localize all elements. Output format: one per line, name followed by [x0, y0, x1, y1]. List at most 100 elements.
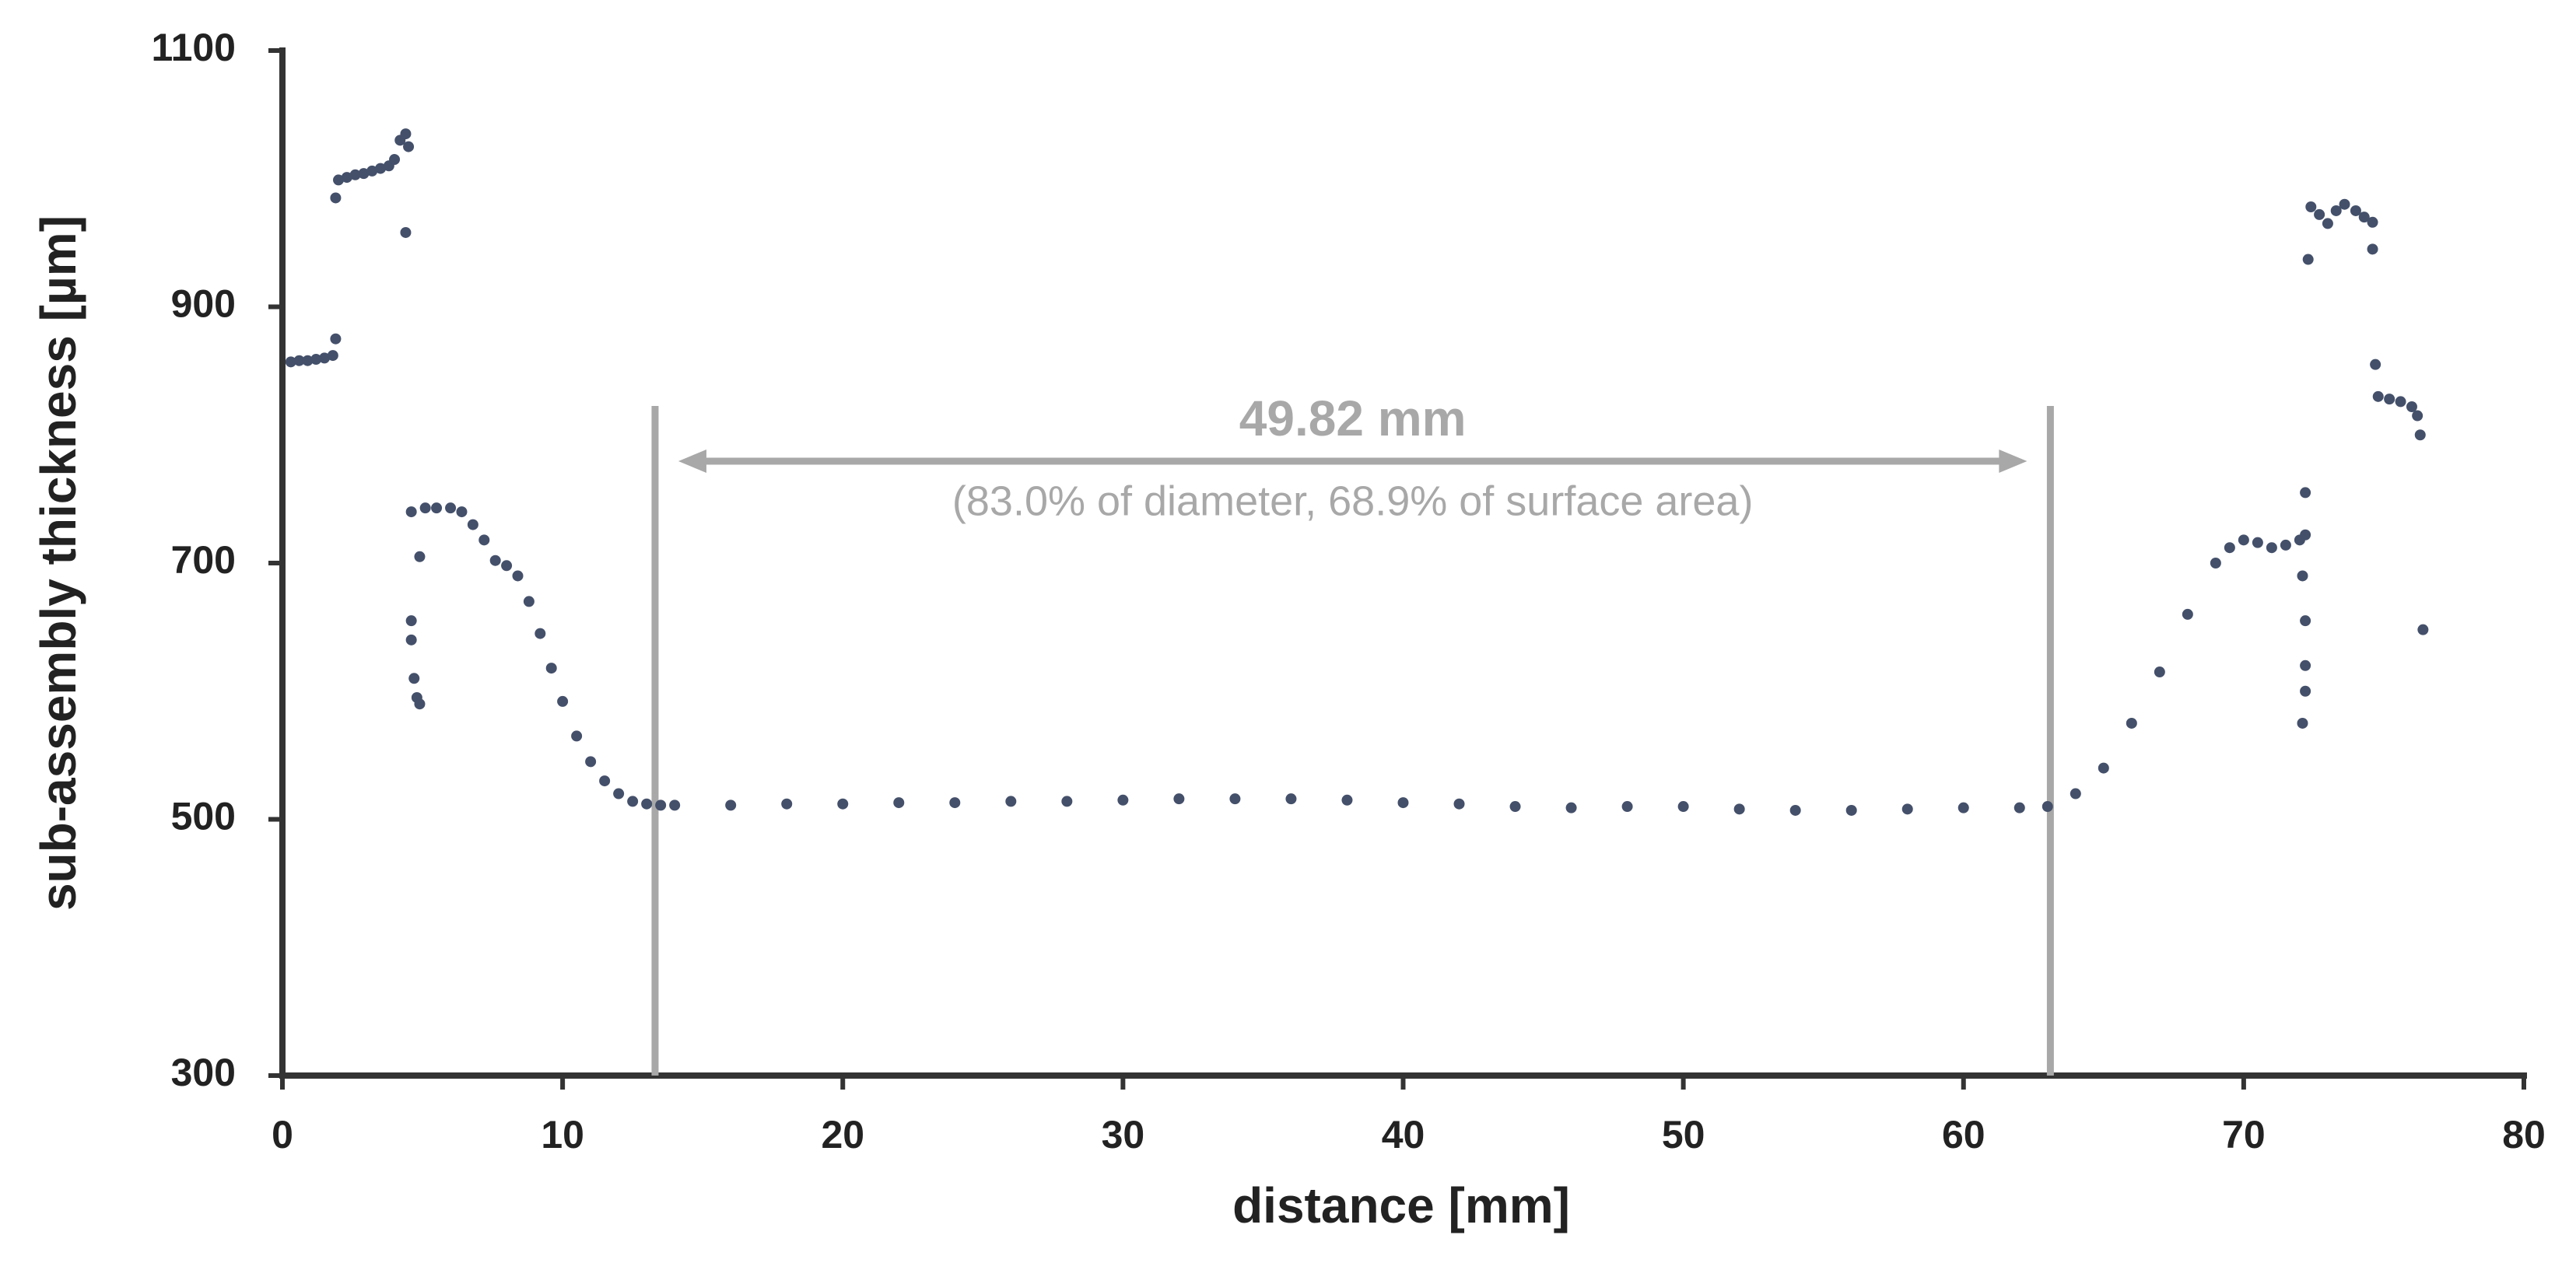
data-point [2224, 542, 2235, 554]
data-point [2013, 802, 2025, 813]
data-point [327, 350, 338, 362]
data-point [478, 534, 490, 546]
data-point [319, 352, 331, 364]
data-point [467, 519, 478, 530]
data-point [1957, 802, 1969, 813]
data-point [669, 799, 681, 811]
data-point [655, 799, 667, 811]
data-point [310, 354, 322, 366]
data-point [1229, 793, 1241, 805]
data-point [613, 788, 625, 799]
x-tick-label: 70 [2222, 1113, 2266, 1156]
data-point [837, 798, 849, 810]
data-point [2297, 717, 2308, 729]
data-point [2300, 659, 2311, 671]
data-point [571, 730, 583, 742]
data-point [627, 796, 639, 807]
data-point [2414, 429, 2426, 441]
data-point [445, 502, 457, 514]
data-point [2314, 208, 2325, 220]
data-point [408, 673, 420, 684]
data-point [456, 506, 468, 518]
data-point [781, 798, 793, 810]
data-point [501, 560, 513, 572]
data-point [557, 695, 569, 707]
data-point [330, 333, 342, 345]
data-point [1397, 797, 1409, 809]
data-point [2358, 212, 2370, 223]
data-point [2300, 529, 2311, 541]
arrow-head [678, 450, 706, 473]
data-point [2300, 487, 2311, 499]
data-point [2330, 205, 2342, 216]
x-tick-label: 30 [1102, 1113, 1145, 1156]
data-point [1117, 794, 1129, 806]
data-point [333, 174, 345, 186]
data-point [1565, 802, 1577, 813]
x-tick-label: 40 [1382, 1113, 1425, 1156]
data-point [2322, 218, 2333, 229]
data-point [1621, 801, 1633, 813]
arrow-head [1999, 450, 2028, 473]
data-point [405, 634, 417, 645]
y-tick-label: 900 [171, 282, 236, 326]
data-point [523, 596, 534, 607]
x-tick-label: 10 [541, 1113, 584, 1156]
y-axis-title: sub-assembly thickness [µm] [30, 215, 86, 911]
data-point [419, 502, 431, 514]
data-point [1285, 793, 1297, 805]
data-point [341, 172, 352, 184]
data-point [1341, 794, 1353, 806]
data-point [431, 502, 443, 514]
data-point [414, 698, 426, 710]
data-point [489, 555, 501, 566]
data-point [2210, 558, 2221, 569]
data-point [534, 628, 546, 639]
data-point [2406, 401, 2417, 413]
data-point [641, 798, 653, 810]
data-point [302, 355, 314, 366]
data-point [389, 154, 401, 166]
data-point [1677, 801, 1689, 813]
data-point [2266, 542, 2277, 554]
data-point [400, 128, 412, 140]
data-point [2384, 394, 2396, 405]
data-point [358, 168, 370, 180]
data-point [400, 226, 412, 238]
x-tick-label: 20 [821, 1113, 864, 1156]
data-point [599, 775, 611, 787]
data-point [2417, 624, 2429, 635]
data-point [2372, 390, 2384, 402]
data-point [2297, 570, 2308, 582]
data-point [2300, 615, 2311, 627]
y-tick-label: 300 [171, 1051, 236, 1094]
data-point [405, 615, 417, 627]
data-point [2154, 666, 2165, 678]
data-point [414, 551, 426, 562]
data-point [893, 797, 905, 809]
data-point [2412, 410, 2424, 422]
data-point [1453, 798, 1465, 810]
x-tick-label: 0 [272, 1113, 293, 1156]
data-point [2370, 359, 2381, 370]
data-point [285, 356, 296, 368]
data-point [2280, 539, 2291, 551]
data-point [2367, 243, 2378, 255]
data-point [2098, 762, 2109, 774]
span-note: (83.0% of diameter, 68.9% of surface are… [952, 478, 1754, 524]
data-point [545, 663, 557, 674]
data-point [2126, 717, 2137, 729]
data-point [1901, 803, 1913, 815]
data-point [2350, 205, 2361, 216]
data-point [1173, 793, 1185, 805]
x-tick-label: 60 [1942, 1113, 1985, 1156]
data-point [2339, 198, 2350, 210]
data-point [1061, 796, 1073, 807]
data-point [725, 799, 737, 811]
span-label: 49.82 mm [1239, 390, 1467, 446]
data-point [405, 506, 417, 518]
data-point [1005, 796, 1017, 807]
data-point [1733, 803, 1745, 815]
data-point [2252, 537, 2263, 548]
